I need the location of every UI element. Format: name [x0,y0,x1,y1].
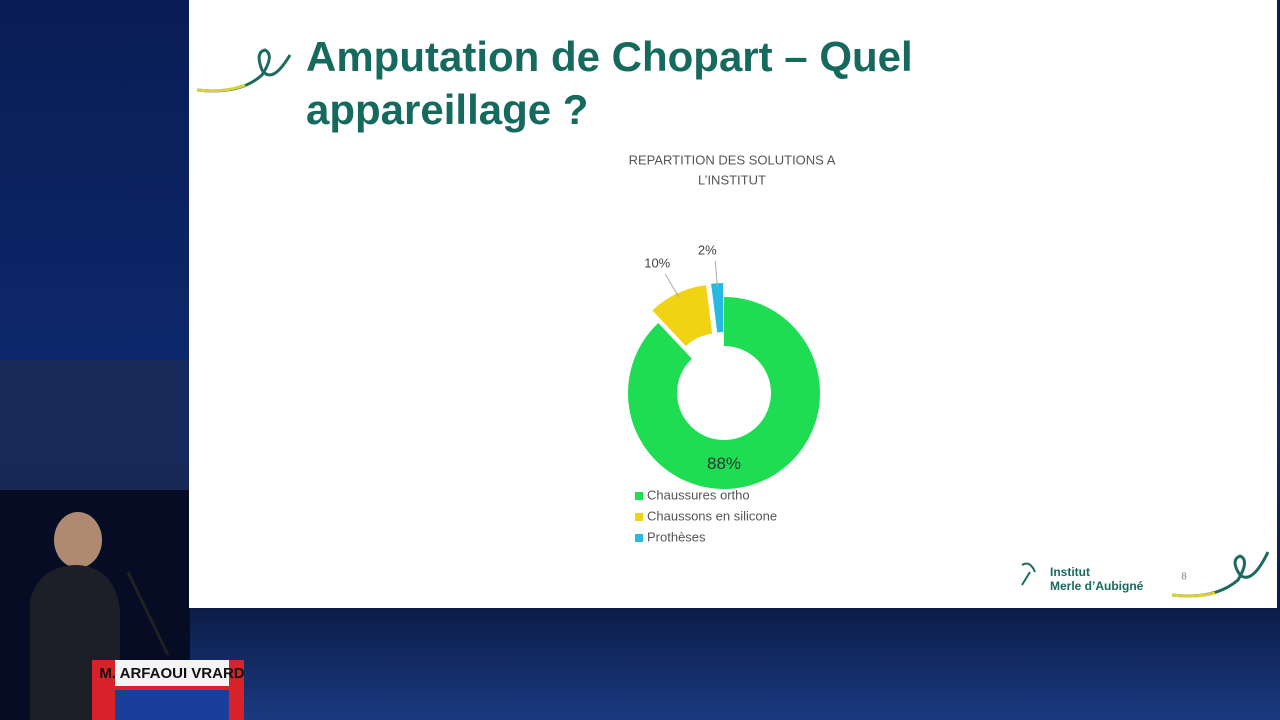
logo-icon [1021,562,1036,586]
logo-text: Institut [1050,565,1090,579]
legend-label: Chaussons en silicone [647,508,777,523]
chart-title: L’INSTITUT [698,172,766,187]
speaker-name: M. ARFAOUI VRARD [99,665,244,682]
slide-ornament-accent [1171,591,1216,598]
name-plate [115,660,229,686]
donut-chart: 88% 10% 2% Chaussures ortho Chaussons en sil… [628,243,820,544]
donut-slice [711,283,724,333]
page-number: 8 [1181,572,1187,583]
legend-swatch [635,534,643,542]
slide-ornament-accent [196,83,246,93]
slide-title: Amputation de Chopart – Quel [306,33,913,80]
legend-swatch [635,513,643,521]
legend-label: Prothèses [647,529,706,544]
chart-title: REPARTITION DES SOLUTIONS A [629,152,836,167]
podium-banner [115,690,229,720]
leader-line [664,273,680,298]
donut-slice [628,297,820,489]
legend-label: Chaussures ortho [647,487,750,502]
building [0,360,190,490]
slide-ornament [1171,551,1270,598]
leader-line [714,261,718,288]
speaker-head [54,512,102,568]
microphone [126,571,170,656]
logo-text: Merle d’Aubigné [1050,579,1144,593]
slide-title: appareillage ? [306,86,588,133]
legend-swatch [635,492,643,500]
data-label: 10% [644,256,670,271]
donut-slice [652,285,713,347]
data-label: 88% [707,454,741,473]
water [189,608,1280,720]
data-label: 2% [698,243,717,258]
